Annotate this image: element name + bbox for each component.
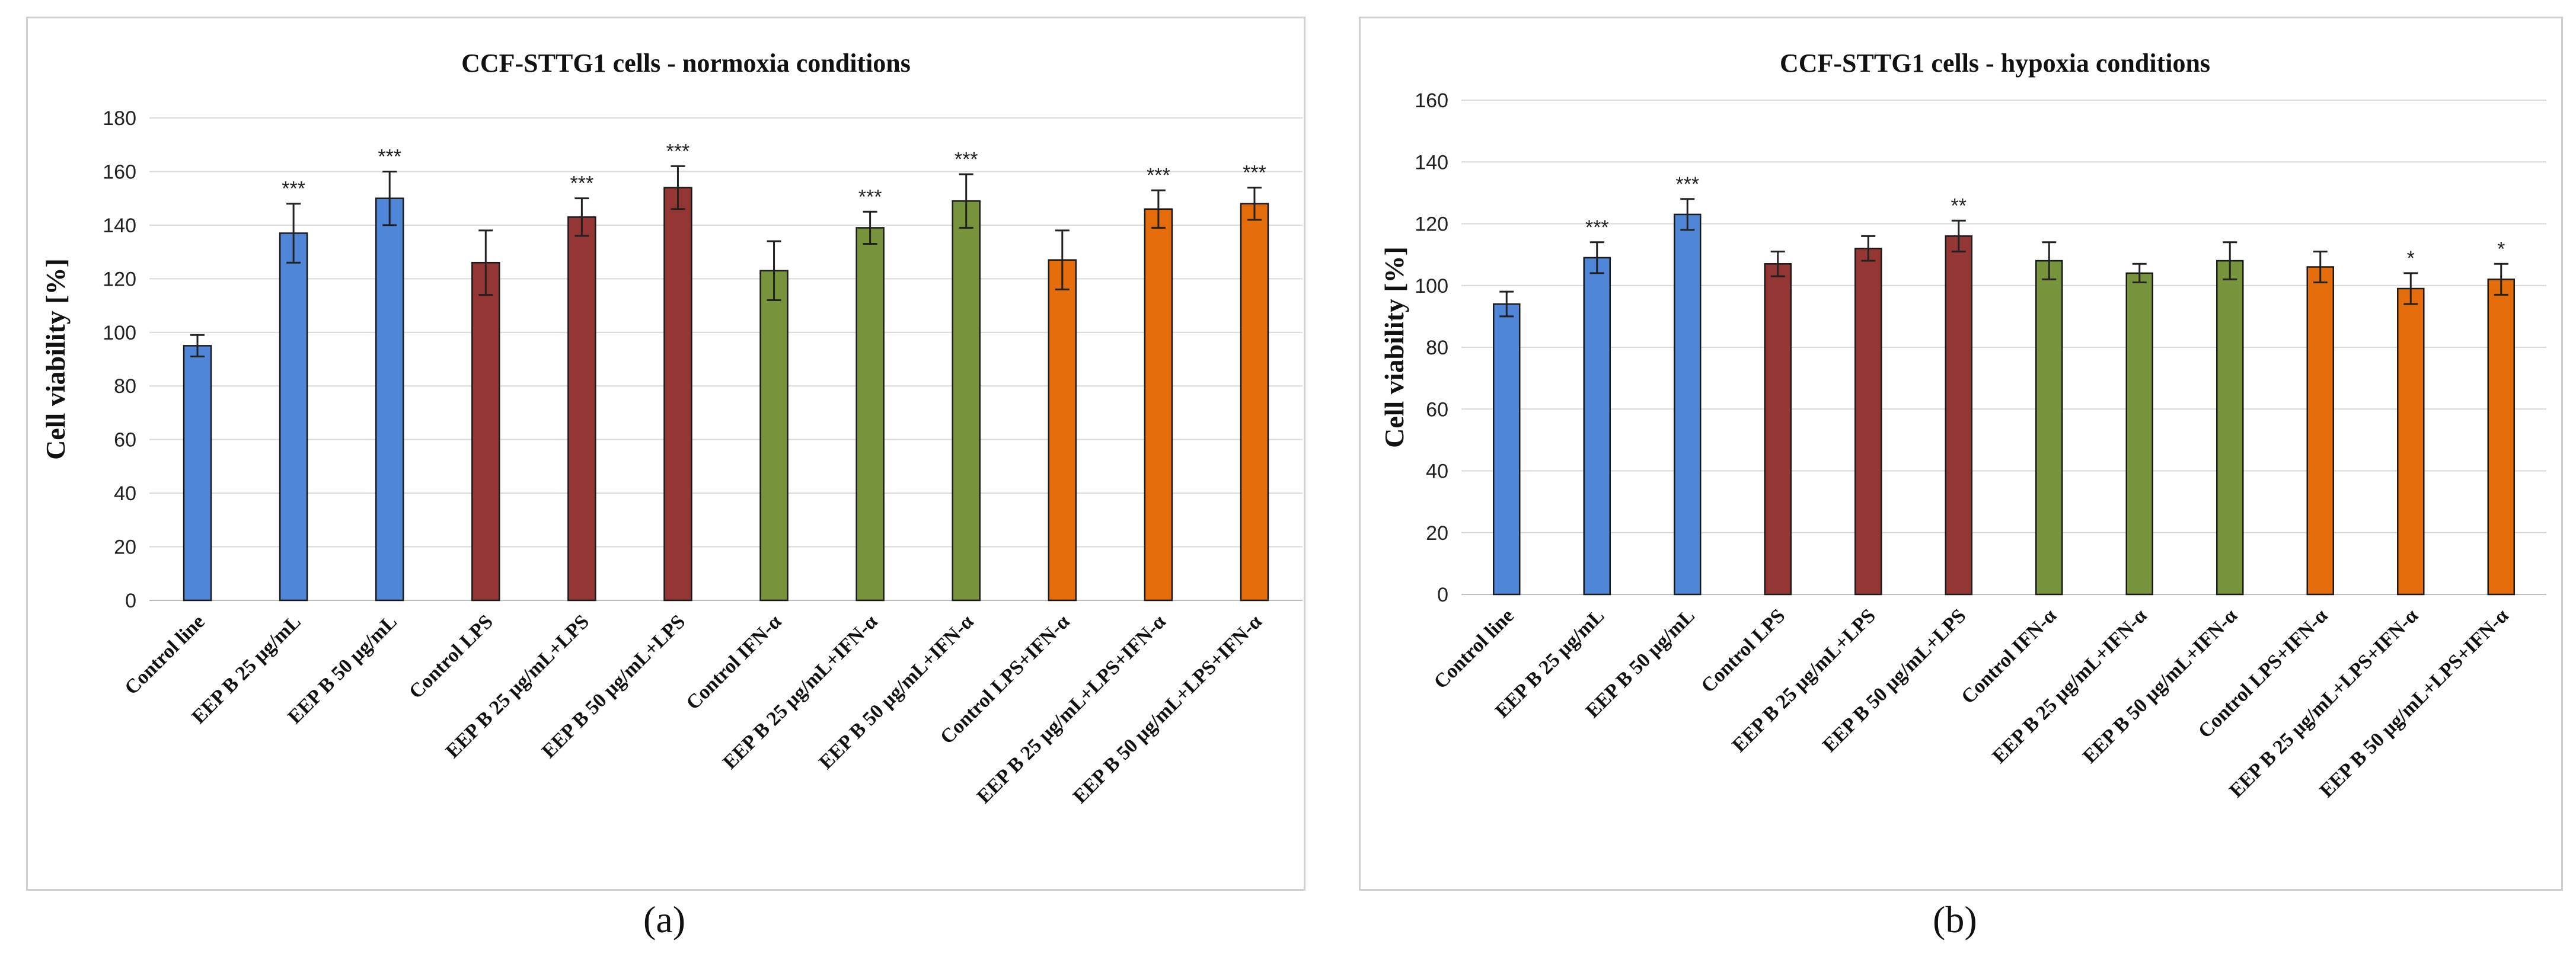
bar <box>952 200 981 602</box>
bar <box>279 232 308 602</box>
bar <box>663 187 692 602</box>
bar <box>856 227 885 602</box>
y-tick-label: 0 <box>125 590 136 612</box>
significance-label: *** <box>1243 162 1266 184</box>
x-tick-label: EEP B 25 µg/mL+IFN-α <box>1988 604 2152 767</box>
significance-label: * <box>2497 238 2505 260</box>
x-tick-label: EEP B 50 µg/mL+LPS+IFN-α <box>1069 610 1266 808</box>
significance-label: *** <box>378 145 401 168</box>
y-tick-label: 20 <box>114 536 136 559</box>
bar <box>1144 208 1173 602</box>
y-tick-label: 160 <box>1415 89 1448 112</box>
bar <box>471 261 500 602</box>
x-tick-label: EEP B 25 µg/mL+IFN-α <box>719 610 882 773</box>
y-tick-label: 40 <box>114 482 136 505</box>
x-tick-label: EEP B 25 µg/mL+LPS+IFN-α <box>973 610 1170 808</box>
bar <box>2216 260 2244 596</box>
x-tick-label: EEP B 25 µg/mL+LPS+IFN-α <box>2225 604 2422 802</box>
significance-label: ** <box>1951 194 1967 217</box>
x-tick-label: Control LPS <box>1697 604 1789 697</box>
y-tick-label: 100 <box>103 322 136 344</box>
bar <box>1048 259 1077 602</box>
y-tick-label: 60 <box>114 429 136 452</box>
bar <box>183 345 212 602</box>
significance-label: *** <box>282 178 305 200</box>
significance-label: *** <box>1147 164 1170 187</box>
y-tick-label: 0 <box>1437 584 1448 606</box>
significance-label: *** <box>955 148 978 171</box>
significance-label: *** <box>666 140 690 162</box>
chart-a-svg: CCF-STTG1 cells - normoxia conditions Cel… <box>40 49 1303 808</box>
x-tick-label: Control LPS <box>405 610 497 703</box>
significance-label: *** <box>1585 216 1609 239</box>
bar <box>1583 257 1611 596</box>
bar <box>2035 260 2063 596</box>
bar <box>2487 279 2515 596</box>
panel-label-b: (b) <box>1933 898 1977 941</box>
x-tick-label: Control line <box>120 610 209 699</box>
y-tick-label: 120 <box>1415 213 1448 236</box>
chart-title: CCF-STTG1 cells - hypoxia conditions <box>1780 49 2210 78</box>
y-axis-label: Cell viability [%] <box>1379 247 1409 448</box>
x-tick-label: Control line <box>1430 604 1518 693</box>
significance-label: *** <box>858 185 882 208</box>
y-tick-label: 20 <box>1426 522 1448 545</box>
x-tick-label: EEP B 50 µg/mL+IFN-α <box>815 610 978 773</box>
bar <box>1493 303 1521 596</box>
y-tick-label: 140 <box>103 215 136 237</box>
bar <box>2397 287 2425 596</box>
x-tick-label: Control IFN-α <box>682 610 786 714</box>
y-tick-label: 120 <box>103 268 136 290</box>
bar <box>1674 213 1702 596</box>
bar <box>1945 235 1972 596</box>
y-tick-label: 40 <box>1426 460 1448 483</box>
bar <box>1240 203 1269 602</box>
x-tick-label: Control IFN-α <box>1957 604 2061 708</box>
bar <box>2125 272 2153 596</box>
bar <box>375 197 404 602</box>
bar <box>1764 263 1792 596</box>
panel-label-a: (a) <box>643 898 686 941</box>
y-tick-label: 100 <box>1415 275 1448 298</box>
x-tick-label: EEP B 50 µg/mL+LPS+IFN-α <box>2316 604 2513 802</box>
x-tick-label: EEP B 50 µg/mL+IFN-α <box>2079 604 2242 767</box>
bar <box>759 270 789 602</box>
y-tick-label: 140 <box>1415 151 1448 174</box>
y-tick-label: 160 <box>103 161 136 183</box>
significance-label: *** <box>570 172 594 195</box>
y-tick-label: 80 <box>1426 337 1448 359</box>
chart-panel-a: CCF-STTG1 cells - normoxia conditions Cel… <box>26 17 1305 891</box>
y-tick-label: 80 <box>114 375 136 398</box>
chart-title: CCF-STTG1 cells - normoxia conditions <box>461 49 911 78</box>
bar <box>567 216 596 602</box>
significance-label: *** <box>1675 173 1699 196</box>
y-tick-label: 180 <box>103 107 136 130</box>
y-axis-label: Cell viability [%] <box>40 258 71 460</box>
bar <box>1854 247 1882 596</box>
y-tick-label: 60 <box>1426 398 1448 421</box>
significance-label: * <box>2407 247 2415 270</box>
chart-panel-b: CCF-STTG1 cells - hypoxia conditions Cell… <box>1359 17 2563 891</box>
bar <box>2306 266 2334 596</box>
chart-b-svg: CCF-STTG1 cells - hypoxia conditions Cell… <box>1379 49 2546 802</box>
